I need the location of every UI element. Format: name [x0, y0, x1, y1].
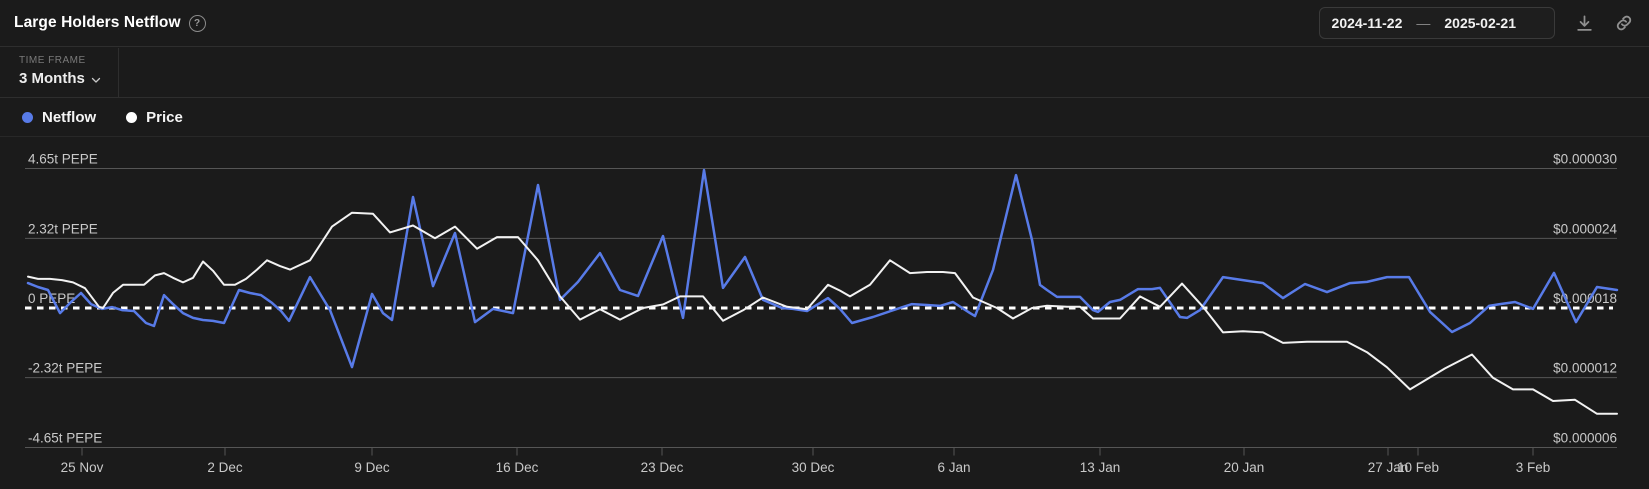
legend-row: Netflow Price	[0, 99, 1649, 137]
copy-link-button[interactable]	[1613, 12, 1635, 34]
y-axis-label-right: $0.000012	[1553, 361, 1617, 376]
date-range-separator: —	[1416, 15, 1431, 31]
chart-header: Large Holders Netflow ? 2024-11-22 — 202…	[0, 0, 1649, 47]
page-title: Large Holders Netflow	[14, 14, 181, 31]
x-axis-label: 30 Dec	[792, 460, 835, 475]
link-icon	[1616, 15, 1632, 31]
y-axis-label-left: 4.65t PEPE	[28, 152, 98, 167]
legend-netflow-label: Netflow	[42, 109, 97, 126]
chevron-down-icon	[91, 77, 100, 83]
help-icon[interactable]: ?	[188, 14, 206, 32]
y-axis-label-right: $0.000024	[1553, 221, 1617, 236]
x-axis-label: 23 Dec	[641, 460, 684, 475]
x-axis-label: 16 Dec	[496, 460, 539, 475]
netflow-dot-icon	[22, 112, 33, 123]
legend-item-price[interactable]: Price	[126, 109, 183, 126]
timeframe-dropdown[interactable]: TIME FRAME 3 Months	[0, 48, 119, 97]
y-axis-label-left: 2.32t PEPE	[28, 221, 98, 236]
timeframe-label: TIME FRAME	[19, 55, 86, 66]
y-axis-label-left: -4.65t PEPE	[28, 431, 102, 446]
legend-item-netflow[interactable]: Netflow	[22, 109, 96, 126]
x-axis-label: 27 Jan	[1368, 460, 1409, 475]
x-axis-label: 3 Feb	[1516, 460, 1551, 475]
x-axis-label: 13 Jan	[1080, 460, 1121, 475]
calendar-icon	[1526, 15, 1542, 31]
download-icon	[1576, 15, 1592, 31]
chart-canvas[interactable]: 4.65t PEPE $0.000030 2.32t PEPE $0.000024 0 …	[0, 140, 1649, 489]
download-button[interactable]	[1573, 12, 1595, 34]
x-axis-label: 9 Dec	[354, 460, 390, 475]
y-axis-label-left: -2.32t PEPE	[28, 361, 102, 376]
price-line	[27, 211, 1618, 415]
price-dot-icon	[126, 112, 138, 123]
date-range-end: 2025-02-21	[1444, 15, 1516, 31]
x-axis-label: 25 Nov	[61, 460, 104, 475]
timeframe-value: 3 Months	[19, 70, 85, 87]
y-axis-label-right: $0.000018	[1553, 291, 1617, 306]
y-axis-label-right: $0.000006	[1553, 431, 1617, 446]
y-axis-label-right: $0.000030	[1553, 152, 1617, 167]
netflow-line	[26, 168, 1619, 369]
legend-price-label: Price	[146, 109, 183, 126]
x-axis-label: 2 Dec	[207, 460, 243, 475]
toolbar-row: TIME FRAME 3 Months	[0, 48, 1649, 98]
date-range-start: 2024-11-22	[1331, 15, 1403, 31]
x-axis-label: 20 Jan	[1224, 460, 1265, 475]
x-axis-label: 6 Jan	[937, 460, 970, 475]
x-axis-label: 10 Feb	[1397, 460, 1439, 475]
date-range-picker[interactable]: 2024-11-22 — 2025-02-21	[1318, 7, 1555, 39]
